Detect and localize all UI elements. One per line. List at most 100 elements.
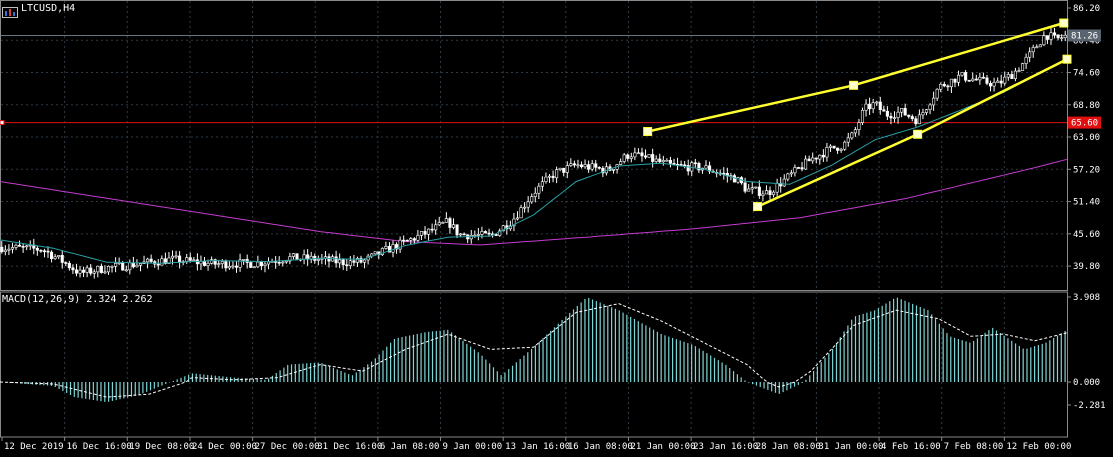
candle-body [334,256,338,264]
candle-body [18,244,22,247]
candle-body [199,261,203,265]
candle-body [679,164,683,166]
candle-body [131,262,135,268]
moving-average-slow [0,158,1068,246]
candle-body [1017,70,1021,72]
candle-body [1063,34,1067,39]
candle-body [156,263,160,266]
candle-body [597,167,601,169]
candle-body [949,78,953,88]
price-tick-label: 74.60 [1073,69,1100,79]
candle-body [259,261,263,266]
candle-body [352,260,356,263]
candle-body [512,218,516,227]
candle-body [135,264,139,268]
candle-body [213,259,217,265]
candle-body [857,122,861,130]
candle-body [900,107,904,113]
candle-body [227,265,231,269]
candle-body [57,255,61,258]
candle-body [42,250,47,253]
candle-body [619,161,623,165]
candle-body [359,258,363,263]
candle-body [501,225,505,232]
candle-body [807,158,811,162]
candle-body [114,262,118,267]
candle-body [793,167,797,174]
candle-body [928,104,932,110]
candle-body [441,222,445,224]
candle-body [804,158,808,170]
candle-body [82,269,86,273]
candle-body [430,228,434,231]
candle-body [889,115,893,119]
time-tick-label: 9 Jan 00:00 [443,442,503,452]
candle-body [188,257,192,261]
candle-body [651,154,655,162]
time-tick-label: 24 Dec 00:00 [192,442,257,452]
trendline-anchor [913,129,923,139]
price-tick-label: 39.80 [1073,262,1100,272]
candle-body [924,109,929,113]
candle-body [654,158,658,162]
candle-body [444,218,448,223]
candle-body [967,79,971,82]
candle-body [455,224,459,236]
candle-body [796,167,801,169]
candle-body [266,261,271,265]
candle-body [224,261,228,269]
candle-body [277,262,281,264]
candle-body [498,230,502,236]
horizontal-level-anchor [0,120,5,126]
candle-body [629,156,633,159]
candle-body [487,232,491,235]
candle-body [914,118,918,125]
candle-body [885,110,889,117]
candle-body [192,259,196,262]
candle-body [903,107,907,116]
candle-body [814,157,818,160]
candle-body [572,163,576,166]
candle-body [355,258,359,263]
candle-body [174,255,178,258]
candle-body [562,167,566,173]
candle-body [89,267,93,274]
candle-body [907,114,911,117]
candle-body [238,259,242,268]
candle-body [206,263,210,266]
candle-body [565,165,569,173]
candle-body [683,164,687,167]
candle-body [853,129,857,134]
candle-body [878,101,882,111]
candle-body [106,266,111,273]
candle-body [939,83,943,90]
candle-body [1006,74,1010,78]
candle-body [121,262,125,271]
time-tick-label: 28 Jan 08:00 [756,442,821,452]
candle-body [416,235,420,241]
macd-histogram [1,297,1066,402]
candle-body [67,262,71,269]
candle-body [953,78,957,83]
candle-body [782,178,786,187]
candle-body [1020,63,1025,71]
candle-body [643,155,648,158]
candle-body [96,265,100,273]
time-tick-label: 21 Jan 00:00 [630,442,695,452]
candle-body [178,255,182,263]
time-tick-label: 16 Jan 08:00 [568,442,633,452]
time-tick-label: 16 Dec 16:00 [67,442,132,452]
candle-body [594,163,598,168]
candle-body [519,207,523,219]
time-tick-label: 19 Dec 08:00 [129,442,194,452]
candle-body [395,244,399,250]
candle-body [3,249,7,253]
candle-body [846,137,850,143]
candle-body [391,244,395,253]
candle-body [263,263,267,266]
candle-body [202,261,207,266]
candle-body [583,164,587,168]
candle-body [373,251,377,255]
candle-body [892,117,897,119]
candle-body [427,228,431,235]
